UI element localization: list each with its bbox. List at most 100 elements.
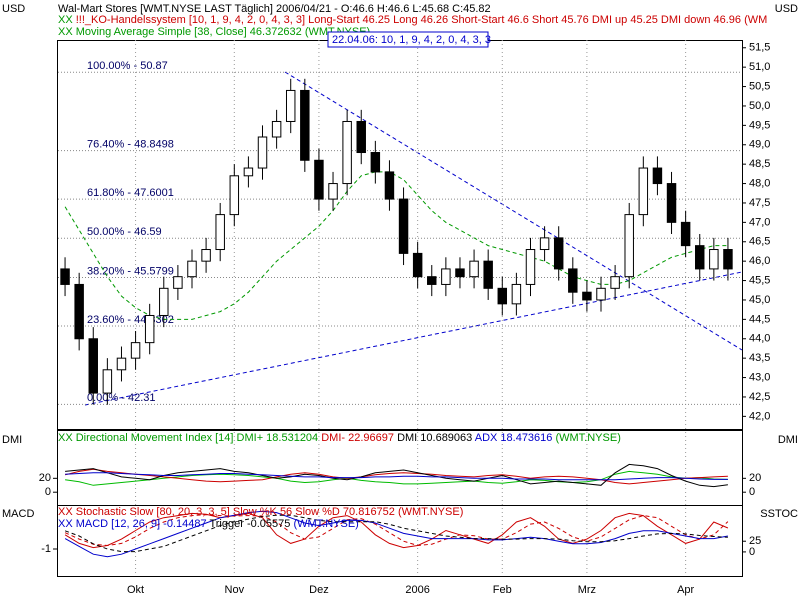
- series-line: [64, 510, 728, 558]
- candle-body: [88, 338, 98, 394]
- candle-body: [497, 287, 508, 305]
- y-tick-label: 43,5: [749, 352, 770, 364]
- y-tick-label: 42,0: [749, 410, 770, 422]
- fib-label: 76.40% - 48.8498: [87, 138, 174, 150]
- candle-body: [130, 342, 141, 359]
- candle-body: [553, 237, 564, 270]
- legend-item: (WMT.NYSE): [293, 518, 358, 530]
- candle-body: [412, 252, 423, 278]
- legend-item: XX Directional Movement Index [14] DMI+ …: [58, 432, 318, 444]
- candle-body: [102, 369, 113, 394]
- y-tick-label: 50,0: [749, 100, 770, 112]
- candle-body: [511, 283, 522, 305]
- y-tick-label: 48,0: [749, 177, 770, 189]
- y-tick-label: 48,5: [749, 158, 770, 170]
- candle-body: [398, 198, 409, 254]
- candle-body: [285, 89, 296, 122]
- candle-body: [116, 357, 127, 371]
- trend-line: [284, 71, 743, 351]
- x-tick-label: Dez: [309, 584, 329, 596]
- y-tick-label: 44,0: [749, 333, 770, 345]
- candle-body: [159, 287, 169, 316]
- candle-body: [709, 249, 719, 270]
- y-tick-label: -1: [41, 543, 51, 555]
- x-tick-label: Nov: [225, 584, 245, 596]
- candle-body: [652, 167, 663, 185]
- candle-body: [680, 221, 691, 247]
- x-tick-label: Mrz: [578, 584, 596, 596]
- y-tick-label: 51,5: [749, 42, 770, 54]
- candle-body: [144, 314, 155, 344]
- y-tick-label: 46,0: [749, 255, 770, 267]
- candle-body: [695, 245, 705, 270]
- axis-title: SSTOC: [760, 508, 798, 520]
- candle-body: [568, 268, 578, 293]
- y-tick-label: 20: [39, 472, 51, 484]
- y-tick-label: 50,5: [749, 80, 770, 92]
- candle-body: [74, 283, 84, 340]
- candle-body: [271, 120, 282, 138]
- x-tick-label: Apr: [677, 584, 694, 596]
- axis-title: USD: [2, 3, 25, 15]
- series-line: [64, 468, 728, 485]
- candle-body: [243, 167, 254, 177]
- candle-body: [215, 214, 225, 251]
- chart-title: Wal-Mart Stores [WMT.NYSE LAST Täglich] …: [58, 3, 491, 15]
- legend: XX Directional Movement Index [14] DMI+ …: [58, 432, 621, 444]
- legend: XX MACD [12, 26, 9] -0.14487 Trigger -0.…: [58, 518, 359, 530]
- y-tick-label: 47,5: [749, 197, 770, 209]
- candle-body: [328, 183, 338, 200]
- y-tick-label: 47,0: [749, 216, 770, 228]
- y-tick-label: 49,5: [749, 119, 770, 131]
- y-tick-label: 45,0: [749, 294, 770, 306]
- legend: XX Stochastic Slow [80, 20, 3, 3, 5] Slo…: [58, 506, 463, 518]
- axis-title: DMI: [778, 434, 798, 446]
- y-tick-label: 20: [749, 472, 761, 484]
- series-line: [65, 470, 728, 486]
- y-tick-label: 42,5: [749, 391, 770, 403]
- fib-label: 61.80% - 47.6001: [87, 187, 174, 199]
- candle-body: [384, 171, 395, 200]
- y2-tick-label: 25: [749, 535, 761, 547]
- y-tick-label: 51,0: [749, 61, 770, 73]
- candle-body: [638, 167, 649, 216]
- candle-body: [173, 276, 183, 289]
- legend-item: XX MACD [12, 26, 9] -0.14487: [58, 518, 207, 530]
- candle-body: [356, 120, 366, 154]
- candle-body: [610, 276, 620, 289]
- y-tick-label: 44,5: [749, 313, 770, 325]
- candle-body: [187, 260, 197, 278]
- y-tick-label: 0: [749, 486, 755, 498]
- x-tick-label: Feb: [493, 584, 512, 596]
- series-line: [64, 514, 728, 553]
- legend-item: XX Moving Average Simple [38, Close] 46.…: [58, 26, 370, 38]
- axis-title: DMI: [2, 434, 22, 446]
- candle-body: [596, 287, 606, 301]
- fib-label: 38.20% - 45.5799: [87, 265, 174, 277]
- candle-body: [624, 214, 634, 278]
- candle-body: [342, 120, 352, 185]
- candle-body: [582, 291, 592, 301]
- candle-body: [201, 249, 211, 262]
- candle-body: [370, 152, 381, 173]
- fib-label: 50.00% - 46.59: [87, 226, 162, 238]
- legend: XX !!!_KO-Handelssystem [10, 1, 9, 4, 2,…: [58, 14, 767, 26]
- candle-body: [469, 260, 479, 278]
- series-line: [65, 472, 728, 481]
- candle-body: [441, 268, 451, 285]
- candle-body: [483, 260, 493, 289]
- candle-body: [229, 175, 240, 216]
- candle-body: [300, 89, 310, 161]
- candle-body: [314, 159, 324, 200]
- legend-item: ADX 18.473616: [475, 432, 553, 444]
- y-tick-label: 49,0: [749, 139, 770, 151]
- legend-item: (WMT.NYSE): [555, 432, 620, 444]
- candle-body: [455, 268, 465, 278]
- legend-item: !!!_KO-Handelssystem [10, 1, 9, 4, 2, 0,…: [76, 14, 768, 26]
- y-tick-label: 0: [45, 486, 51, 498]
- axis-title: USD: [775, 3, 798, 15]
- y-tick-label: 43,0: [749, 371, 770, 383]
- legend-item: DMI 10.689063: [397, 432, 472, 444]
- candle-body: [427, 276, 437, 285]
